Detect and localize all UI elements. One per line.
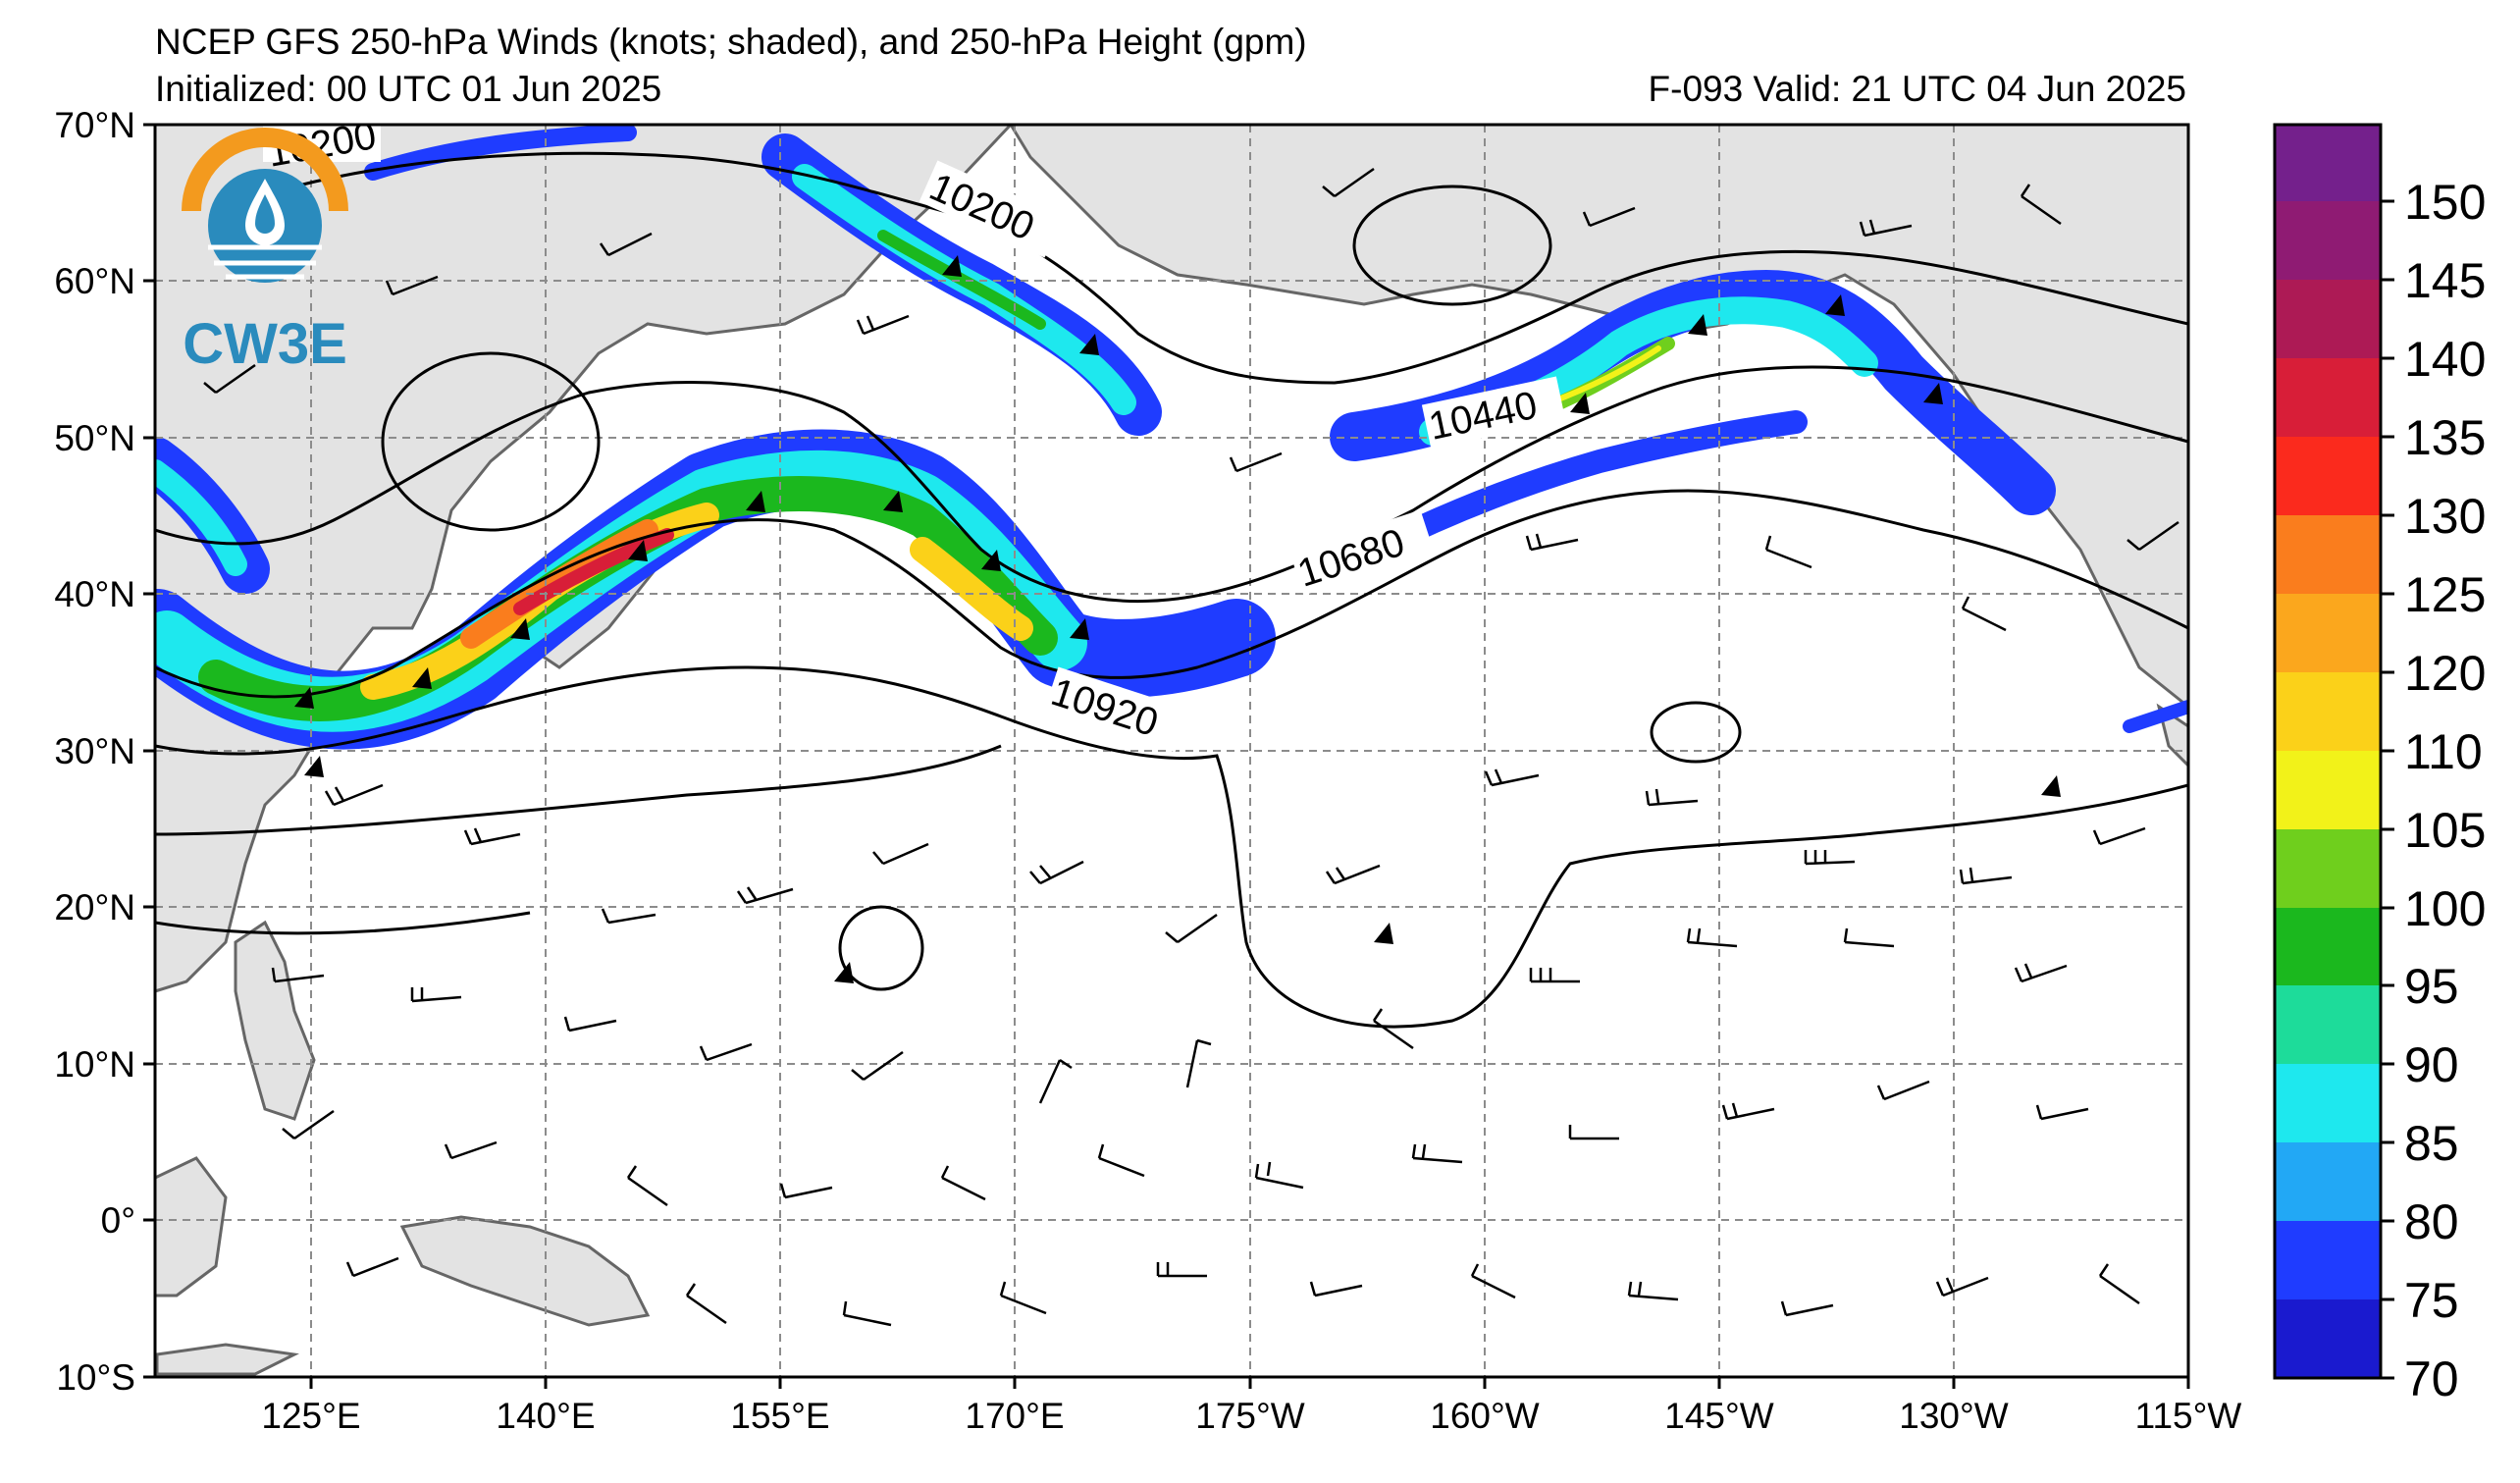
lat-label-20n: 20°N bbox=[54, 887, 135, 927]
wind-barbs bbox=[203, 167, 2179, 1327]
lon-label-115w: 115°W bbox=[2135, 1396, 2242, 1436]
lon-label-170e: 170°E bbox=[965, 1396, 1064, 1436]
contour-closed-high-south bbox=[838, 905, 924, 991]
colorbar-bin bbox=[2275, 1142, 2381, 1221]
jet-east-yellow bbox=[1548, 345, 1661, 405]
contour-10920 bbox=[155, 665, 2188, 1029]
lat-label-30n: 30°N bbox=[54, 731, 135, 771]
contour-west-tail bbox=[155, 911, 531, 935]
lat-label-50n: 50°N bbox=[54, 418, 135, 458]
land-asia bbox=[155, 125, 1014, 993]
colorbar-bin bbox=[2275, 1221, 2381, 1299]
colorbar-bin bbox=[2275, 594, 2381, 672]
contour-south bbox=[155, 744, 1002, 836]
contour-10200 bbox=[293, 151, 2188, 385]
initialized-time: Initialized: 00 UTC 01 Jun 2025 bbox=[155, 69, 662, 109]
colorbar-bin bbox=[2275, 985, 2381, 1064]
colorbar-label-130: 130 bbox=[2404, 489, 2486, 544]
wind-pennants bbox=[294, 255, 2061, 983]
colorbar-label-150: 150 bbox=[2404, 175, 2486, 230]
jet-main-max bbox=[513, 528, 674, 615]
colorbar-label-120: 120 bbox=[2404, 646, 2486, 701]
contour-closed-high-north bbox=[1650, 701, 1742, 764]
colorbar-bin bbox=[2275, 1299, 2381, 1378]
lat-label-10n: 10°N bbox=[54, 1044, 135, 1085]
latitude-labels: 70°N 60°N 50°N 40°N 30°N 20°N 10°N 0° 10… bbox=[54, 105, 135, 1398]
colorbar-label-80: 80 bbox=[2404, 1194, 2459, 1249]
lat-label-60n: 60°N bbox=[54, 261, 135, 301]
valid-time: F-093 Valid: 21 UTC 04 Jun 2025 bbox=[1648, 69, 2186, 109]
land-borneo bbox=[155, 1156, 228, 1298]
jet-west-core bbox=[155, 459, 247, 576]
colorbar-bin bbox=[2275, 515, 2381, 594]
colorbar-label-90: 90 bbox=[2404, 1037, 2459, 1092]
contour-10680 bbox=[155, 489, 2188, 699]
colorbar-bin bbox=[2275, 829, 2381, 908]
lon-label-130w: 130°W bbox=[1899, 1396, 2009, 1436]
colorbar-bin bbox=[2275, 751, 2381, 829]
contour-10440 bbox=[155, 365, 2188, 603]
height-contours bbox=[155, 151, 2188, 1029]
land-new-guinea bbox=[399, 1215, 651, 1327]
jet-north-green bbox=[877, 230, 1046, 330]
map-title: NCEP GFS 250-hPa Winds (knots; shaded), … bbox=[155, 22, 1307, 62]
colorbar-label-105: 105 bbox=[2404, 803, 2486, 858]
lon-label-155e: 155°E bbox=[730, 1396, 829, 1436]
colorbar-label-70: 70 bbox=[2404, 1351, 2459, 1406]
jet-east-south bbox=[1362, 410, 1808, 561]
colorbar-bin bbox=[2275, 280, 2381, 358]
colorbar-bin bbox=[2275, 358, 2381, 437]
jet-nw-coast bbox=[2123, 700, 2188, 733]
lon-label-125e: 125°E bbox=[261, 1396, 360, 1436]
colorbar-label-110: 110 bbox=[2404, 724, 2483, 779]
colorbar-label-140: 140 bbox=[2404, 332, 2486, 387]
lat-label-10s: 10°S bbox=[56, 1357, 135, 1398]
lon-label-160w: 160°W bbox=[1430, 1396, 1540, 1436]
land-philippines bbox=[234, 920, 316, 1121]
land-masses bbox=[155, 125, 2188, 1376]
contour-closed-low-alaska bbox=[1352, 185, 1552, 306]
axis-tick-marks bbox=[143, 123, 2190, 1389]
lon-label-175w: 175°W bbox=[1195, 1396, 1305, 1436]
colorbar-bin bbox=[2275, 201, 2381, 280]
colorbar-label-135: 135 bbox=[2404, 410, 2486, 465]
logo-orange-arc bbox=[182, 128, 348, 212]
colorbar-bin bbox=[2275, 125, 2381, 201]
land-indonesia bbox=[155, 1343, 299, 1376]
jet-arctic bbox=[364, 125, 637, 181]
lat-label-70n: 70°N bbox=[54, 105, 135, 145]
colorbar-label-125: 125 bbox=[2404, 567, 2486, 622]
contour-closed-low-siberia bbox=[381, 351, 601, 532]
colorbar-label-85: 85 bbox=[2404, 1116, 2459, 1171]
logo-text: CW3E bbox=[183, 312, 347, 376]
colorbar-bin bbox=[2275, 672, 2381, 751]
lon-label-145w: 145°W bbox=[1664, 1396, 1774, 1436]
cw3e-logo: CW3E bbox=[182, 128, 348, 376]
colorbar: 70 75 80 85 90 95 100 105 110 120 125 13… bbox=[2273, 123, 2486, 1406]
colorbar-label-100: 100 bbox=[2404, 881, 2486, 936]
colorbar-label-95: 95 bbox=[2404, 959, 2459, 1014]
wind-shading bbox=[155, 125, 2188, 750]
lon-label-140e: 140°E bbox=[496, 1396, 595, 1436]
colorbar-bin bbox=[2275, 1064, 2381, 1142]
lat-label-0: 0° bbox=[101, 1200, 135, 1241]
colorbar-bin bbox=[2275, 908, 2381, 985]
colorbar-label-75: 75 bbox=[2404, 1273, 2459, 1328]
lat-label-40n: 40°N bbox=[54, 574, 135, 614]
colorbar-bin bbox=[2275, 437, 2381, 515]
colorbar-label-145: 145 bbox=[2404, 253, 2486, 308]
longitude-labels: 125°E 140°E 155°E 170°E 175°W 160°W 145°… bbox=[261, 1396, 2241, 1436]
